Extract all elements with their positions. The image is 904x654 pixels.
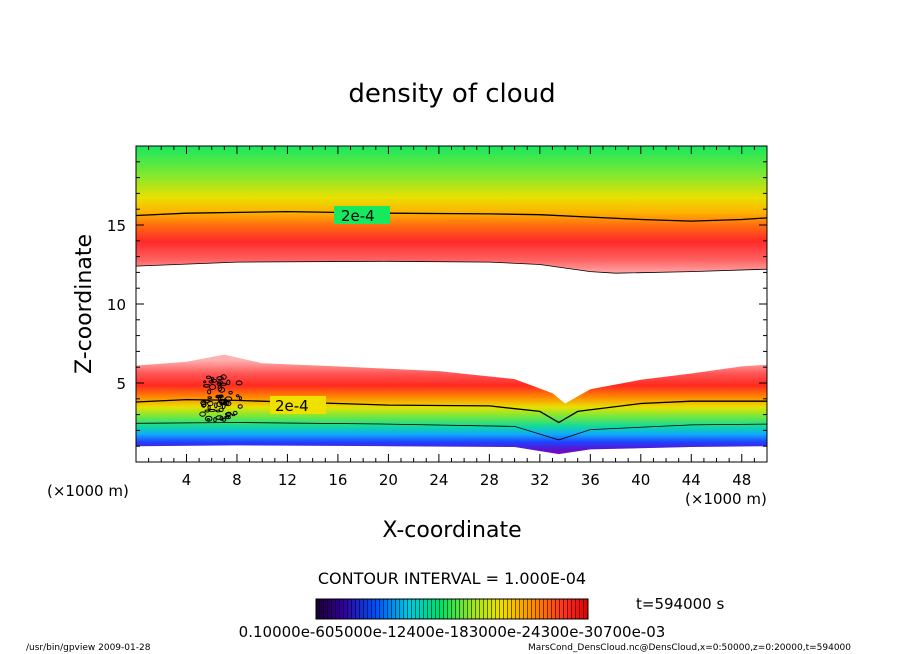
contour-blob <box>224 415 230 419</box>
turbulent-contour-cluster <box>199 374 243 423</box>
time-label: t=594000 s <box>636 595 724 613</box>
plot-area <box>136 146 767 455</box>
x-axis-label: X-coordinate <box>382 518 521 543</box>
x-unit-right: (×1000 m) <box>685 490 767 508</box>
contour-blob <box>217 385 223 392</box>
contour-blob <box>200 400 207 406</box>
contour-blob <box>207 396 212 399</box>
contour-blob <box>232 410 238 416</box>
colorbar-stripes <box>316 599 588 619</box>
upper-contour-line <box>136 210 767 222</box>
contour-blob <box>235 380 243 386</box>
contour-blob <box>204 415 213 422</box>
y-tick-label: 5 <box>116 375 126 393</box>
contour-blob <box>218 386 226 393</box>
contour-blob <box>211 378 217 383</box>
contour-label-lower: 2e-4 <box>275 397 309 415</box>
contour-blob <box>224 396 233 402</box>
chart-title: density of cloud <box>348 79 555 109</box>
contour-blob <box>225 412 232 416</box>
contour-blob <box>224 400 232 407</box>
contour-interval: CONTOUR INTERVAL = 1.000E-04 <box>318 569 586 588</box>
x-tick-label: 4 <box>182 471 192 489</box>
contour-blob <box>216 394 224 398</box>
contour-blob <box>207 389 212 395</box>
contour-blob <box>213 417 217 423</box>
upper-band-edge <box>136 260 767 274</box>
x-tick-label: 40 <box>631 471 650 489</box>
contour-blob <box>217 395 222 402</box>
contour-blob <box>228 390 233 395</box>
footer-left: /usr/bin/gpview 2009-01-28 <box>26 643 151 653</box>
x-tick-label: 8 <box>232 471 242 489</box>
contour-blob <box>216 376 224 381</box>
contour-blob <box>205 375 212 379</box>
x-tick-label: 24 <box>429 471 448 489</box>
y-axis: 5 10 15 <box>107 161 767 447</box>
x-axis: 4 8 12 16 20 24 28 32 36 40 44 48 <box>148 146 755 489</box>
x-tick-label: 20 <box>379 471 398 489</box>
contour-blob <box>207 400 214 407</box>
contour-blob <box>203 384 211 388</box>
upper-cloud-band <box>136 146 767 274</box>
contour-blob <box>238 396 242 401</box>
contour-blob <box>208 408 216 412</box>
x-tick-label: 32 <box>530 471 549 489</box>
colorbar-tick-labels: 0.10000e-605000e-12400e-183000e-24300e-3… <box>239 623 666 641</box>
contour-blob <box>219 382 227 386</box>
y-axis-label: Z-coordinate <box>72 234 97 374</box>
x-tick-label: 44 <box>682 471 701 489</box>
lower-contour-line <box>136 398 767 424</box>
contour-blob <box>226 379 231 386</box>
x-tick-label: 48 <box>732 471 751 489</box>
x-tick-label: 28 <box>480 471 499 489</box>
contour-blob <box>219 416 224 421</box>
x-tick-label: 16 <box>328 471 347 489</box>
inner-contour-line <box>136 422 767 441</box>
x-unit-left: (×1000 m) <box>47 482 129 500</box>
x-tick-label: 36 <box>581 471 600 489</box>
contour-blob <box>237 404 243 409</box>
contour-blob <box>218 398 226 404</box>
y-tick-label: 15 <box>107 217 126 235</box>
contour-label-bg <box>334 206 390 224</box>
contour-blob <box>215 409 221 413</box>
contour-label-upper: 2e-4 <box>341 207 375 225</box>
contour-blob <box>220 374 227 380</box>
contour-blob <box>206 418 211 421</box>
lower-cloud-band <box>136 354 767 455</box>
x-tick-label: 12 <box>278 471 297 489</box>
footer-right: MarsCond_DensCloud.nc@DensCloud,x=0:5000… <box>528 643 851 653</box>
contour-blob <box>201 401 207 408</box>
contour-blob <box>236 394 240 398</box>
contour-blob <box>203 380 207 384</box>
contour-blob <box>199 411 206 417</box>
contour-blob <box>207 405 211 410</box>
y-tick-label: 10 <box>107 296 126 314</box>
colorbar-frame <box>315 598 589 620</box>
contour-label-bg <box>270 396 326 414</box>
